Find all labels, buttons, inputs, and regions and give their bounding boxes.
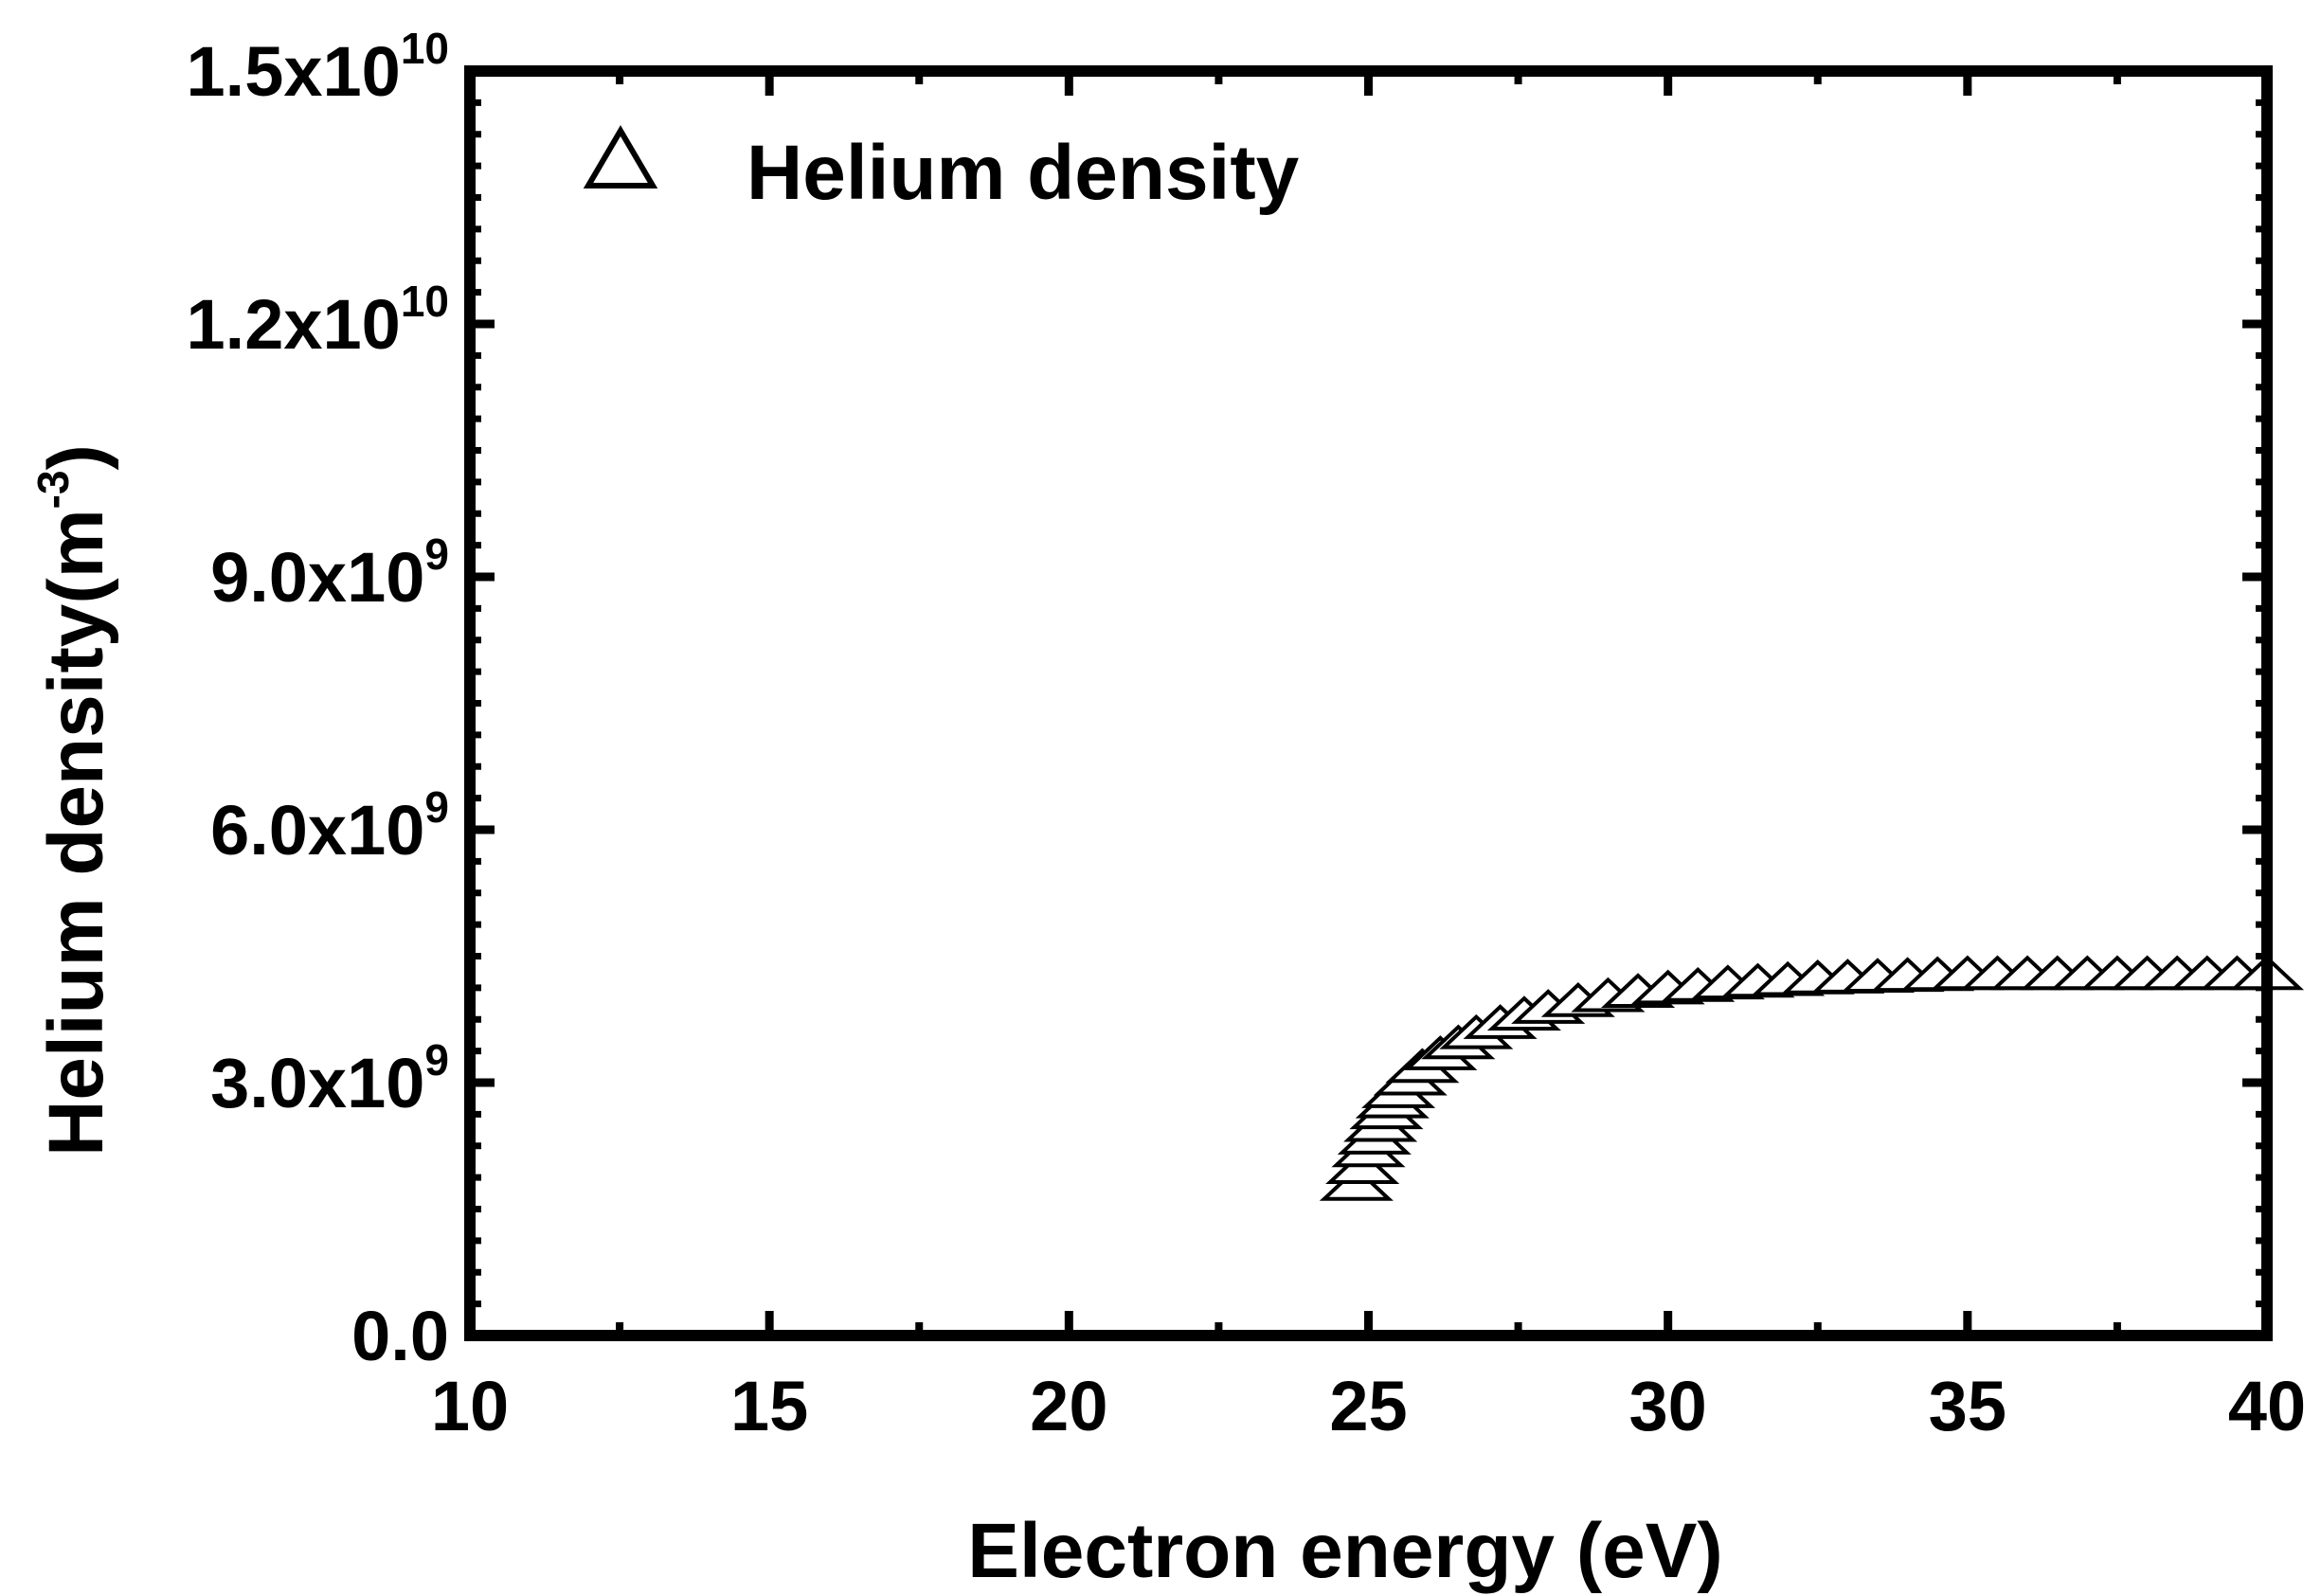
- x-tick-label: 35: [1929, 1367, 2006, 1445]
- x-tick-label: 25: [1329, 1367, 1407, 1445]
- y-axis-title-sup: -3: [28, 470, 78, 509]
- x-tick-label: 15: [730, 1367, 808, 1445]
- data-series: [1319, 955, 2305, 1201]
- y-axis-title: Helium density(m-3): [28, 444, 119, 1157]
- y-tick-label: 6.0x109: [210, 782, 449, 870]
- tick-labels: 10 15 20 25 30 35 40 0.0 3.0x109 6.0x109 9.0x109 1.…: [186, 24, 2306, 1445]
- x-axis-title: Electron energy (eV): [967, 1508, 1722, 1594]
- legend-label: Helium density: [747, 130, 1300, 216]
- y-axis-title-close: ): [33, 444, 119, 470]
- x-tick-label: 40: [2228, 1367, 2306, 1445]
- y-tick-label: 3.0x109: [210, 1035, 449, 1122]
- legend: Helium density: [583, 125, 1300, 216]
- legend-marker-triangle-icon: [583, 125, 658, 188]
- y-tick-label: 1.2x1010: [186, 277, 449, 364]
- x-tick-label: 30: [1629, 1367, 1707, 1445]
- y-axis-title-base: Helium density(m: [33, 509, 119, 1156]
- x-tick-label: 10: [431, 1367, 509, 1445]
- y-tick-label: 1.5x1010: [186, 24, 449, 111]
- y-tick-label: 9.0x109: [210, 529, 449, 617]
- x-tick-label: 20: [1030, 1367, 1107, 1445]
- y-tick-label: 0.0: [351, 1297, 449, 1375]
- plot-frame: [464, 65, 2273, 1341]
